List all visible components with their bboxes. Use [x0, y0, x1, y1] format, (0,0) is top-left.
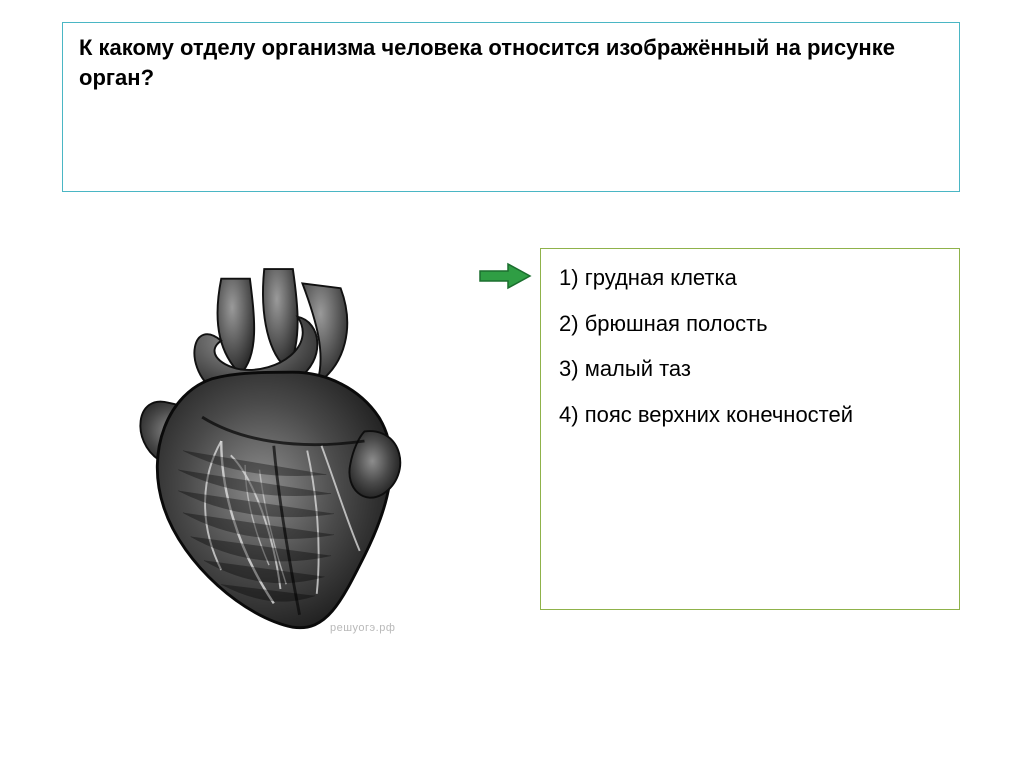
answer-number: 3) — [559, 356, 579, 381]
question-box: К какому отделу организма человека относ… — [62, 22, 960, 192]
answer-label: брюшная полость — [585, 311, 768, 336]
answer-number: 4) — [559, 402, 579, 427]
answer-option-3[interactable]: 3) малый таз — [559, 354, 941, 384]
answer-label: пояс верхних конечностей — [585, 402, 853, 427]
correct-answer-arrow-icon — [478, 262, 532, 290]
question-text: К какому отделу организма человека относ… — [79, 33, 943, 92]
answer-label: малый таз — [585, 356, 691, 381]
page-root: К какому отделу организма человека относ… — [0, 0, 1024, 767]
answer-label: грудная клетка — [585, 265, 737, 290]
arrow-shape — [480, 264, 530, 288]
answer-number: 2) — [559, 311, 579, 336]
answer-option-2[interactable]: 2) брюшная полость — [559, 309, 941, 339]
heart-icon — [78, 250, 460, 632]
answer-option-4[interactable]: 4) пояс верхних конечностей — [559, 400, 941, 430]
answers-box: 1) грудная клетка 2) брюшная полость 3) … — [540, 248, 960, 610]
answer-option-1[interactable]: 1) грудная клетка — [559, 263, 941, 293]
answer-number: 1) — [559, 265, 579, 290]
image-watermark: решуогэ.рф — [330, 622, 395, 634]
organ-image — [78, 250, 460, 632]
